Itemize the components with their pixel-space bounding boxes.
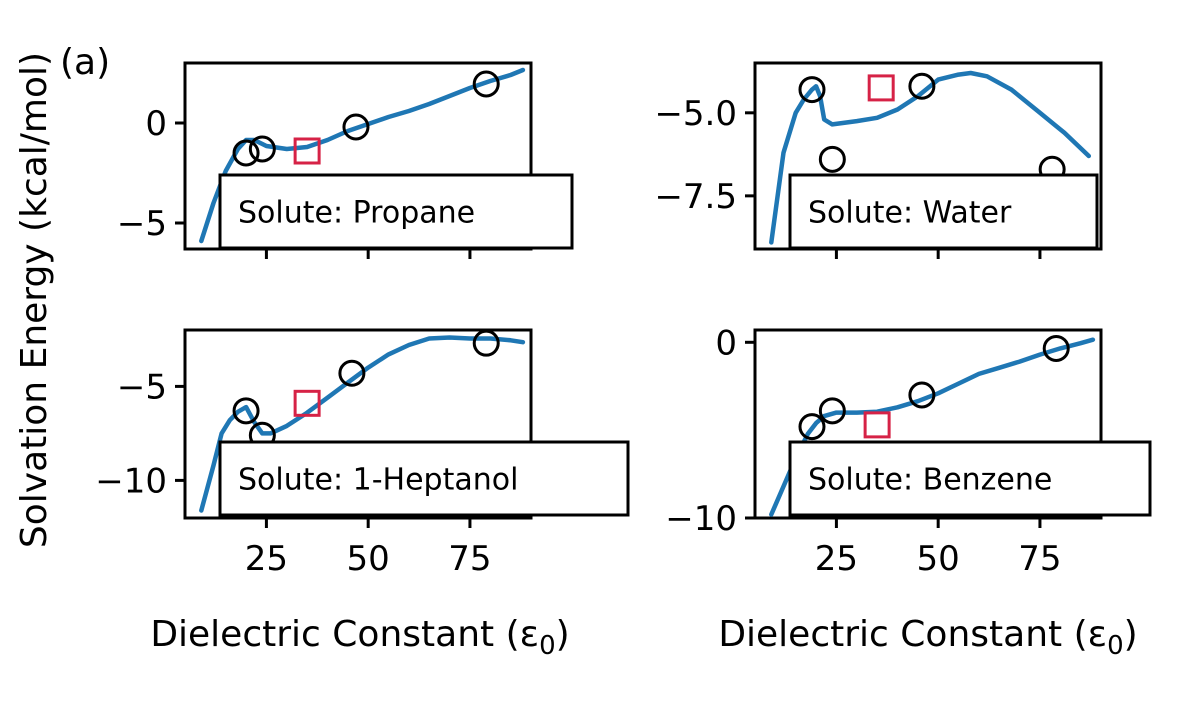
subplot-3: 25 50 75 −10 −5 Solute: 1-Heptanol bbox=[95, 328, 630, 579]
y-tick-label: −5.0 bbox=[654, 94, 737, 134]
x-axis-label-left-main: Dielectric Constant (ε bbox=[150, 614, 539, 655]
data-point-square bbox=[293, 389, 321, 417]
data-point-circle bbox=[338, 359, 366, 387]
data-point-circle bbox=[472, 329, 500, 357]
data-point-circle bbox=[342, 113, 370, 141]
data-point-square bbox=[867, 74, 895, 102]
data-point-circle bbox=[818, 145, 846, 173]
data-point-circle bbox=[818, 397, 846, 425]
data-point-circle bbox=[232, 139, 260, 167]
data-point-circle bbox=[798, 76, 826, 104]
data-point-square bbox=[863, 411, 891, 439]
solute-label: Solute: Benzene bbox=[808, 463, 1052, 498]
data-point-square bbox=[293, 137, 321, 165]
panels: −5 0 Solute: Propane −7.5 −5.0 Solute: Water 2… bbox=[95, 61, 1152, 579]
x-axis-label-left-end: ) bbox=[556, 614, 570, 655]
x-tick-label: 25 bbox=[815, 539, 858, 579]
data-point-circle bbox=[798, 413, 826, 441]
plot-area bbox=[769, 70, 1092, 245]
model-curve bbox=[769, 337, 1096, 517]
x-tick-label: 25 bbox=[245, 539, 288, 579]
y-tick-label: 0 bbox=[145, 104, 167, 144]
x-axis-label-right-sub: 0 bbox=[1107, 631, 1124, 661]
model-curve bbox=[769, 70, 1092, 245]
x-tick-label: 50 bbox=[347, 539, 390, 579]
subplot-2: −7.5 −5.0 Solute: Water bbox=[654, 61, 1103, 259]
x-axis-label-right: Dielectric Constant (ε0) bbox=[718, 614, 1137, 661]
y-tick-label: 0 bbox=[715, 323, 737, 363]
solute-label: Solute: 1-Heptanol bbox=[238, 463, 518, 498]
plot-area bbox=[199, 67, 526, 244]
x-axis-label-right-main: Dielectric Constant (ε bbox=[718, 614, 1107, 655]
y-tick-label: −10 bbox=[665, 499, 737, 539]
subplot-1: −5 0 Solute: Propane bbox=[117, 61, 574, 259]
solute-label: Solute: Propane bbox=[238, 196, 475, 231]
data-point-circle bbox=[232, 397, 260, 425]
solute-label: Solute: Water bbox=[808, 196, 1012, 231]
plot-area bbox=[769, 337, 1096, 517]
solute-label-box bbox=[788, 440, 1152, 517]
y-tick-label: −7.5 bbox=[654, 177, 737, 217]
model-curve bbox=[199, 67, 526, 244]
data-point-circle bbox=[908, 72, 936, 100]
x-tick-label: 75 bbox=[448, 539, 491, 579]
x-tick-label: 50 bbox=[917, 539, 960, 579]
solute-label-box bbox=[218, 440, 630, 517]
x-tick-label: 75 bbox=[1018, 539, 1061, 579]
data-point-circle bbox=[472, 70, 500, 98]
data-point-circle bbox=[908, 381, 936, 409]
panel-label: (a) bbox=[60, 42, 110, 83]
data-point-circle bbox=[1042, 334, 1070, 362]
y-tick-label: −5 bbox=[117, 367, 167, 407]
data-point-circle bbox=[248, 135, 276, 163]
x-axis-label-left-sub: 0 bbox=[539, 631, 556, 661]
y-axis-label: Solvation Energy (kcal/mol) bbox=[14, 52, 55, 548]
solute-label-box bbox=[218, 173, 574, 250]
subplot-4: 25 50 75 −10 0 Solute: Benzene bbox=[665, 323, 1152, 579]
x-axis-label-right-end: ) bbox=[1124, 614, 1138, 655]
y-tick-label: −10 bbox=[95, 461, 167, 501]
x-axis-label-left: Dielectric Constant (ε0) bbox=[150, 614, 569, 661]
solute-label-box bbox=[788, 173, 1099, 250]
y-tick-label: −5 bbox=[117, 204, 167, 244]
